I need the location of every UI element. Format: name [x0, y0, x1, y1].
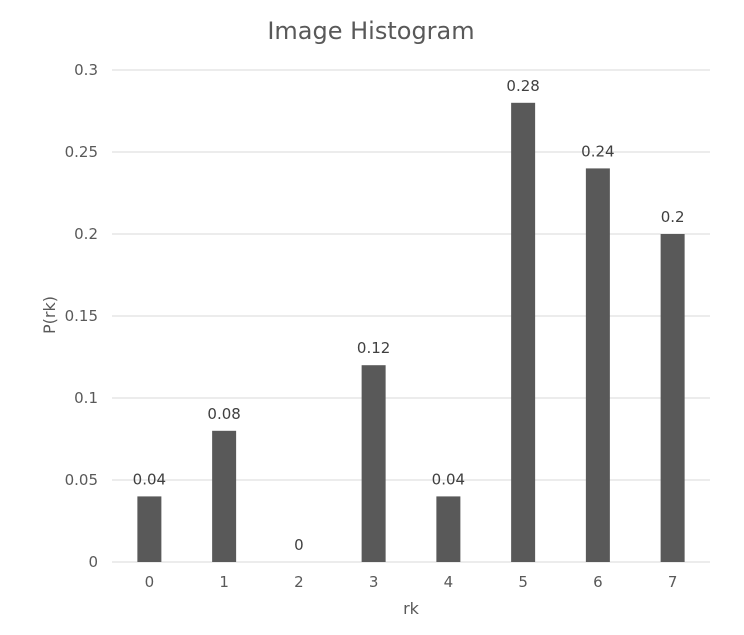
data-label: 0.08 [207, 405, 240, 423]
bar [585, 168, 610, 562]
chart-title: Image Histogram [267, 17, 474, 45]
x-tick-label: 1 [219, 573, 229, 591]
y-tick-label: 0 [88, 553, 98, 571]
bar [511, 102, 536, 563]
y-tick-label: 0.25 [65, 143, 98, 161]
x-axis-label: rk [403, 599, 420, 618]
data-labels: 0.04 0.08 0 0.12 0.04 0.28 0.24 0.2 [133, 77, 685, 554]
x-axis-ticks: 0 1 2 3 4 5 6 7 [145, 573, 678, 591]
y-axis-label: P(rk) [40, 296, 59, 334]
data-label: 0.28 [506, 77, 539, 95]
data-label: 0 [294, 536, 304, 554]
x-tick-label: 0 [145, 573, 155, 591]
y-tick-label: 0.2 [74, 225, 98, 243]
bar [212, 430, 237, 562]
y-tick-label: 0.1 [74, 389, 98, 407]
bar [660, 234, 685, 562]
bar [361, 365, 386, 562]
x-tick-label: 6 [593, 573, 603, 591]
y-tick-label: 0.05 [65, 471, 98, 489]
gridlines [112, 69, 710, 563]
x-tick-label: 3 [369, 573, 379, 591]
x-tick-label: 2 [294, 573, 304, 591]
x-tick-label: 7 [668, 573, 678, 591]
bars [137, 102, 685, 563]
bar [137, 496, 162, 562]
data-label: 0.2 [661, 208, 685, 226]
y-tick-label: 0.15 [65, 307, 98, 325]
data-label: 0.04 [133, 470, 166, 488]
data-label: 0.12 [357, 339, 390, 357]
x-tick-label: 4 [444, 573, 454, 591]
data-label: 0.24 [581, 142, 614, 160]
y-tick-label: 0.3 [74, 61, 98, 79]
y-axis-ticks: 0 0.05 0.1 0.15 0.2 0.25 0.3 [65, 61, 98, 571]
x-tick-label: 5 [518, 573, 528, 591]
data-label: 0.04 [432, 470, 465, 488]
bar [436, 496, 461, 562]
